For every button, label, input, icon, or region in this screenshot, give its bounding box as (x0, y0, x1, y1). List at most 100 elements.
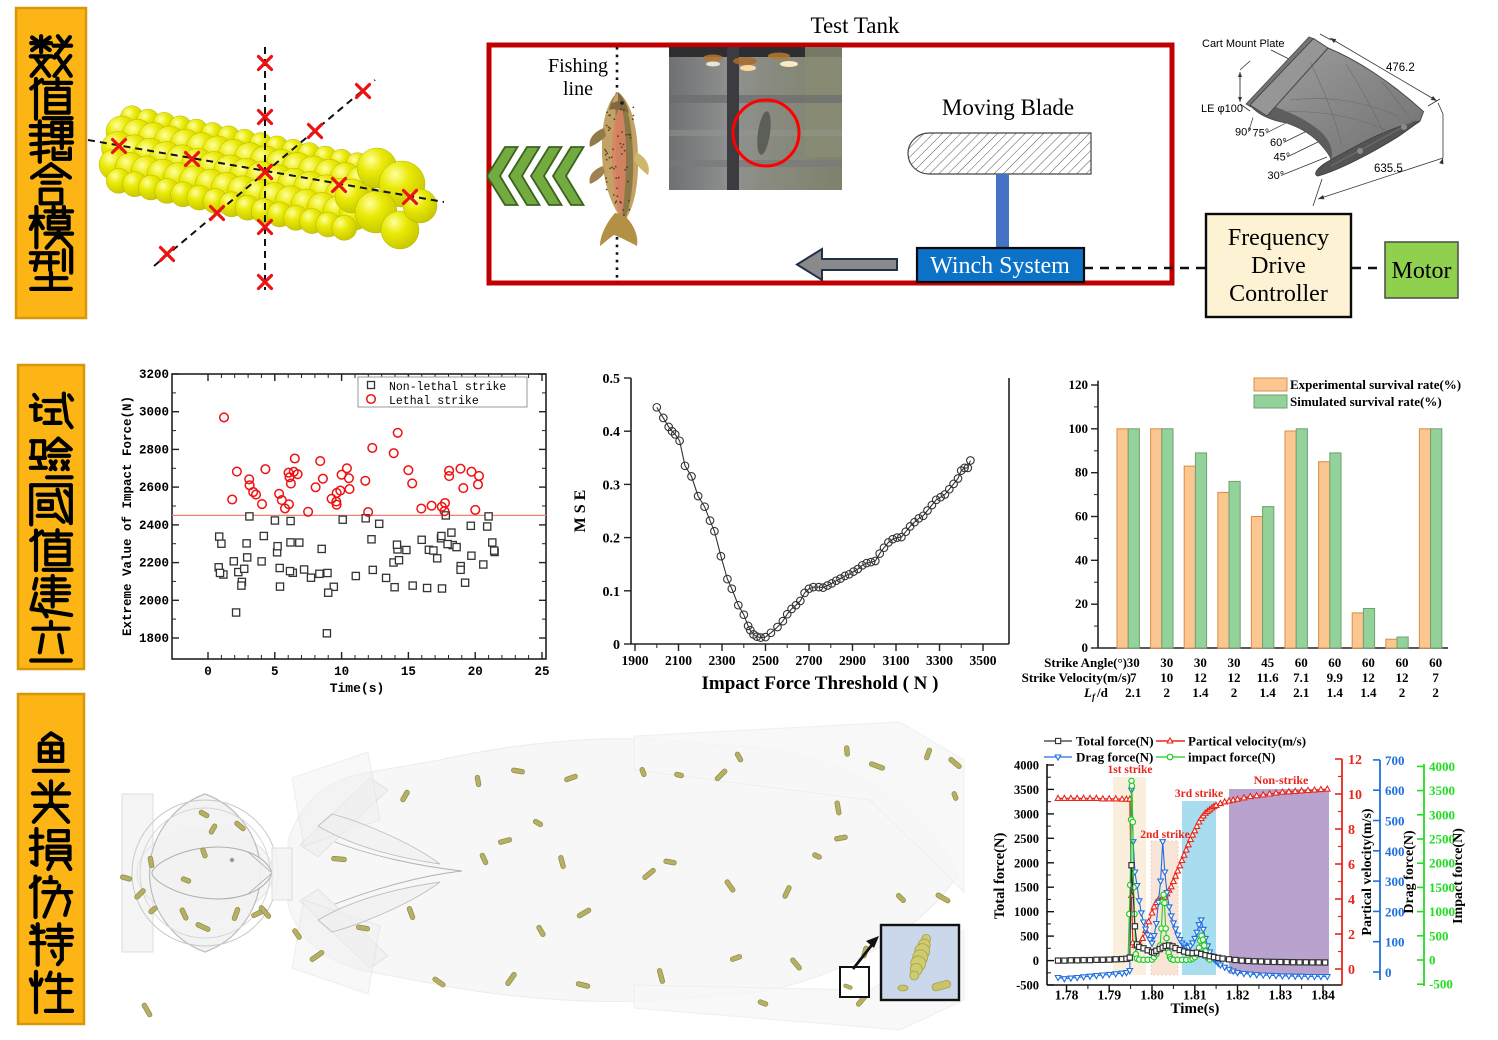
svg-text:25: 25 (534, 665, 549, 679)
svg-text:75°: 75° (1253, 128, 1270, 140)
svg-text:30: 30 (1160, 655, 1173, 670)
svg-text:/d: /d (1096, 685, 1109, 700)
svg-text:Lethal strike: Lethal strike (389, 395, 479, 408)
svg-text:1500: 1500 (1429, 880, 1455, 895)
svg-text:1.84: 1.84 (1311, 988, 1335, 1003)
svg-text:12: 12 (1228, 670, 1241, 685)
svg-text:120: 120 (1069, 377, 1089, 392)
svg-text:12: 12 (1362, 670, 1375, 685)
svg-text:700: 700 (1385, 753, 1405, 768)
svg-text:1800: 1800 (139, 632, 169, 646)
svg-text:Impact force(N): Impact force(N) (1451, 828, 1466, 924)
svg-text:20: 20 (468, 665, 483, 679)
svg-text:2.1: 2.1 (1293, 685, 1309, 700)
svg-text:2500: 2500 (1014, 832, 1039, 846)
svg-text:0: 0 (204, 665, 212, 679)
svg-text:2: 2 (1399, 685, 1406, 700)
svg-text:Total force(N): Total force(N) (1076, 734, 1154, 749)
svg-text:400: 400 (1385, 844, 1405, 859)
svg-text:Strike Angle(°): Strike Angle(°) (1044, 655, 1127, 670)
svg-text:Strike Velocity(m/s): Strike Velocity(m/s) (1022, 670, 1131, 685)
svg-text:600: 600 (1385, 783, 1405, 798)
svg-text:Motor: Motor (1392, 258, 1452, 284)
svg-text:40: 40 (1075, 552, 1088, 567)
svg-text:2800: 2800 (139, 443, 169, 457)
svg-text:2: 2 (1231, 685, 1238, 700)
svg-text:1st strike: 1st strike (1107, 764, 1152, 776)
svg-text:4000: 4000 (1429, 759, 1455, 774)
svg-text:7: 7 (1130, 670, 1137, 685)
svg-text:1.4: 1.4 (1259, 685, 1276, 700)
svg-text:3500: 3500 (1429, 783, 1455, 798)
svg-text:6: 6 (1348, 858, 1355, 873)
svg-text:8: 8 (1348, 823, 1355, 838)
svg-text:L: L (1083, 685, 1092, 700)
svg-text:LE φ100: LE φ100 (1201, 103, 1243, 115)
svg-text:0: 0 (1348, 963, 1355, 978)
svg-text:1.78: 1.78 (1055, 988, 1079, 1003)
svg-text:1.4: 1.4 (1192, 685, 1209, 700)
svg-text:1.82: 1.82 (1226, 988, 1250, 1003)
svg-text:2000: 2000 (139, 594, 169, 608)
svg-text:4: 4 (1348, 893, 1355, 908)
svg-text:3500: 3500 (970, 653, 997, 668)
svg-text:2: 2 (1432, 685, 1439, 700)
svg-text:500: 500 (1020, 930, 1039, 944)
svg-text:1000: 1000 (1014, 905, 1039, 919)
svg-text:60°: 60° (1270, 137, 1287, 149)
svg-text:90°: 90° (1235, 127, 1252, 139)
svg-text:1.81: 1.81 (1183, 988, 1207, 1003)
svg-text:500: 500 (1429, 928, 1449, 943)
svg-text:12: 12 (1396, 670, 1409, 685)
svg-text:Partical velocity(m/s): Partical velocity(m/s) (1188, 734, 1306, 749)
svg-text:20: 20 (1075, 596, 1088, 611)
svg-text:3300: 3300 (926, 653, 953, 668)
svg-text:Winch System: Winch System (930, 253, 1070, 279)
svg-text:0: 0 (1385, 965, 1392, 980)
svg-text:2900: 2900 (839, 653, 866, 668)
svg-text:0.3: 0.3 (603, 478, 621, 493)
svg-text:2500: 2500 (752, 653, 779, 668)
svg-text:3100: 3100 (883, 653, 910, 668)
svg-text:0: 0 (1033, 954, 1039, 968)
svg-text:0: 0 (1082, 640, 1089, 655)
svg-text:0.1: 0.1 (603, 585, 621, 600)
svg-text:3000: 3000 (1429, 807, 1455, 822)
svg-text:1.4: 1.4 (1327, 685, 1344, 700)
svg-text:0.4: 0.4 (603, 425, 621, 440)
svg-text:5: 5 (271, 665, 279, 679)
svg-text:10: 10 (1348, 788, 1362, 803)
svg-text:3000: 3000 (139, 406, 169, 420)
svg-text:2700: 2700 (796, 653, 823, 668)
svg-text:30: 30 (1228, 655, 1241, 670)
svg-text:1.79: 1.79 (1097, 988, 1121, 1003)
svg-text:7.1: 7.1 (1293, 670, 1309, 685)
svg-text:2: 2 (1348, 928, 1355, 943)
svg-text:Total force(N): Total force(N) (992, 833, 1008, 920)
svg-text:Non-lethal strike: Non-lethal strike (389, 381, 506, 394)
svg-text:-500: -500 (1016, 979, 1039, 993)
svg-text:Time(s): Time(s) (1171, 1001, 1220, 1017)
svg-text:Cart Mount Plate: Cart Mount Plate (1202, 38, 1285, 50)
svg-text:2400: 2400 (139, 519, 169, 533)
svg-text:Impact Force Threshold ( N ): Impact Force Threshold ( N ) (702, 673, 939, 694)
svg-text:500: 500 (1385, 814, 1405, 829)
svg-text:Simulated survival rate(%): Simulated survival rate(%) (1290, 394, 1442, 409)
svg-text:Time(s): Time(s) (330, 681, 385, 696)
svg-text:impact force(N): impact force(N) (1188, 750, 1275, 765)
svg-text:300: 300 (1385, 874, 1405, 889)
svg-text:7: 7 (1432, 670, 1439, 685)
svg-text:80: 80 (1075, 465, 1088, 480)
svg-text:11.6: 11.6 (1257, 670, 1280, 685)
svg-text:12: 12 (1194, 670, 1207, 685)
svg-text:1.80: 1.80 (1140, 988, 1164, 1003)
svg-text:Moving Blade: Moving Blade (942, 95, 1074, 120)
svg-text:476.2: 476.2 (1386, 62, 1415, 74)
svg-text:0: 0 (1429, 953, 1436, 968)
svg-text:15: 15 (401, 665, 416, 679)
svg-text:line: line (563, 78, 593, 100)
svg-text:Drag force(N): Drag force(N) (1076, 750, 1153, 765)
svg-text:1000: 1000 (1429, 904, 1455, 919)
svg-text:30: 30 (1127, 655, 1140, 670)
svg-text:45: 45 (1261, 655, 1275, 670)
